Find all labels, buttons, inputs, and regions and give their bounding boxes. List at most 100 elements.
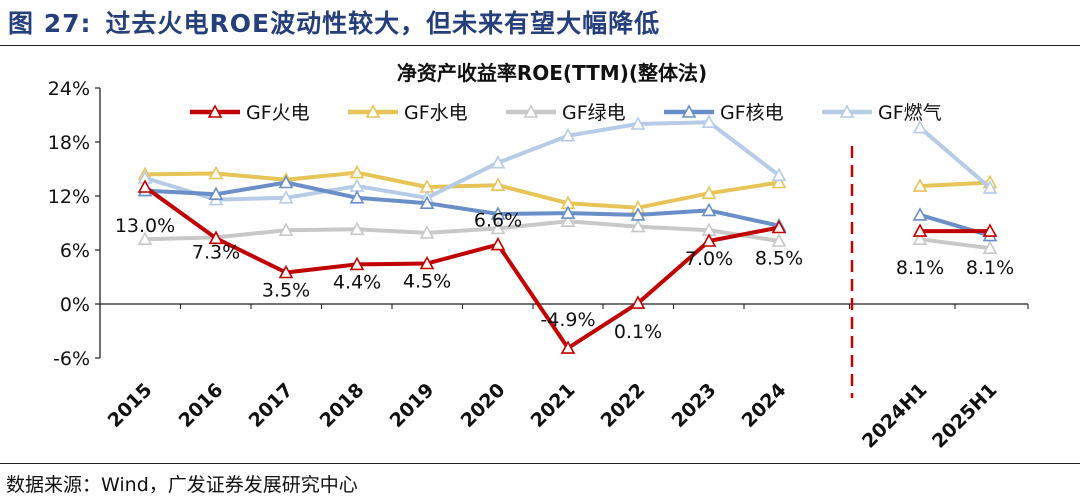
legend-label: GF核电 (720, 102, 784, 124)
data-point-marker (490, 177, 506, 191)
legend-marker-triangle-icon (365, 104, 381, 118)
legend-marker-triangle-icon (681, 104, 697, 118)
data-point-marker (490, 220, 506, 235)
legend-label: GF水电 (404, 102, 468, 124)
data-point-marker (912, 119, 928, 134)
title-rule (0, 45, 1080, 46)
data-label: 6.6% (474, 210, 522, 232)
legend-marker-triangle-icon (207, 104, 223, 118)
data-point-marker (771, 174, 787, 189)
data-point-marker (630, 207, 646, 221)
data-label: 7.3% (192, 241, 240, 263)
y-tick-label: 12% (48, 186, 90, 208)
data-point-marker (560, 213, 576, 227)
data-point-marker (490, 155, 506, 169)
legend-label: GF火电 (246, 102, 310, 124)
source-label: 数据来源： (6, 474, 102, 496)
data-point-marker (137, 179, 153, 193)
series-line (143, 185, 780, 351)
data-point-marker (560, 340, 576, 354)
x-tick-label: 2019 (386, 379, 439, 432)
data-point-marker (701, 202, 717, 217)
legend-marker-triangle-icon (523, 104, 539, 118)
y-tick-label: -6% (53, 348, 90, 370)
data-label: 4.5% (403, 271, 451, 293)
data-label: 8.5% (755, 248, 803, 270)
data-point-marker (771, 219, 787, 234)
data-point-marker (912, 207, 928, 221)
data-point-marker (982, 180, 998, 194)
x-tick-label: 2016 (175, 379, 228, 432)
series-line (144, 219, 780, 243)
data-point-marker (349, 256, 365, 271)
data-label: -4.9% (540, 309, 595, 331)
chart-title: 净资产收益率ROE(TTM)(整体法) (397, 61, 707, 85)
y-tick-label: 6% (60, 240, 90, 262)
data-point-marker (982, 223, 998, 237)
data-point-marker (419, 195, 435, 209)
data-point-marker (701, 114, 717, 128)
data-point-marker (490, 206, 506, 220)
data-label: 3.5% (262, 280, 310, 302)
figure-title: 图 27: 过去火电ROE波动性较大，但未来有望大幅降低 (8, 4, 660, 40)
x-tick-label: 2015 (104, 379, 157, 432)
data-point-marker (278, 190, 294, 204)
data-label: 13.0% (115, 215, 175, 237)
x-tick-label: 2025H1 (928, 379, 1002, 453)
x-tick-label: 2023 (668, 379, 721, 432)
legend-marker-triangle-icon (839, 104, 855, 118)
series-line (918, 126, 992, 190)
series-line (144, 180, 780, 228)
data-point-marker (560, 128, 576, 142)
data-point-marker (771, 167, 787, 182)
y-tick-label: 24% (48, 78, 90, 100)
x-tick-label: 2024H1 (858, 379, 932, 453)
data-point-marker (630, 218, 646, 233)
data-point-marker (278, 222, 294, 236)
y-tick-label: 0% (60, 294, 90, 316)
data-point-marker (278, 174, 294, 189)
series-line (144, 170, 780, 210)
data-label: 4.4% (333, 271, 381, 293)
x-tick-label: 2024 (738, 379, 791, 432)
x-tick-label: 2020 (457, 379, 510, 432)
x-tick-label: 2018 (316, 379, 369, 432)
data-point-marker (701, 185, 717, 200)
figure-title-text: 过去火电ROE波动性较大，但未来有望大幅降低 (105, 9, 661, 38)
data-point-marker (982, 240, 998, 254)
data-point-marker (630, 116, 646, 130)
data-point-marker (208, 186, 224, 200)
series-line (144, 120, 781, 202)
data-point-marker (701, 233, 717, 247)
data-point-marker (278, 264, 294, 279)
legend-label: GF燃气 (878, 102, 942, 124)
data-label: 0.1% (614, 321, 662, 343)
x-tick-label: 2022 (597, 379, 650, 432)
data-label: 7.0% (685, 248, 733, 270)
data-point-marker (419, 225, 435, 239)
x-tick-label: 2021 (527, 379, 580, 432)
data-point-marker (349, 190, 365, 204)
data-label: 8.1% (896, 257, 944, 279)
roe-line-chart: 净资产收益率ROE(TTM)(整体法) -6% 0% 6% 12% 18% 24% 2015 2… (48, 61, 1029, 453)
data-point-marker (349, 164, 365, 179)
data-point-marker (208, 230, 224, 245)
data-point-marker (208, 165, 224, 180)
data-point-marker (419, 255, 435, 270)
source-text: Wind，广发证券发展研究中心 (101, 474, 358, 496)
data-point-marker (771, 233, 787, 247)
data-point-marker (490, 236, 506, 251)
x-tick-label: 2017 (245, 379, 298, 432)
source-note: 数据来源：Wind，广发证券发展研究中心 (6, 470, 358, 497)
series-line (919, 180, 991, 189)
data-point-marker (912, 178, 928, 192)
data-point-marker (137, 231, 153, 245)
data-point-marker (630, 295, 646, 309)
figure-label: 图 27: (8, 9, 92, 38)
source-rule (0, 463, 1080, 464)
data-point-marker (912, 223, 928, 237)
data-point-marker (912, 231, 928, 245)
data-label: 8.1% (966, 257, 1014, 279)
legend-label: GF绿电 (562, 102, 626, 124)
data-point-marker (349, 221, 365, 236)
